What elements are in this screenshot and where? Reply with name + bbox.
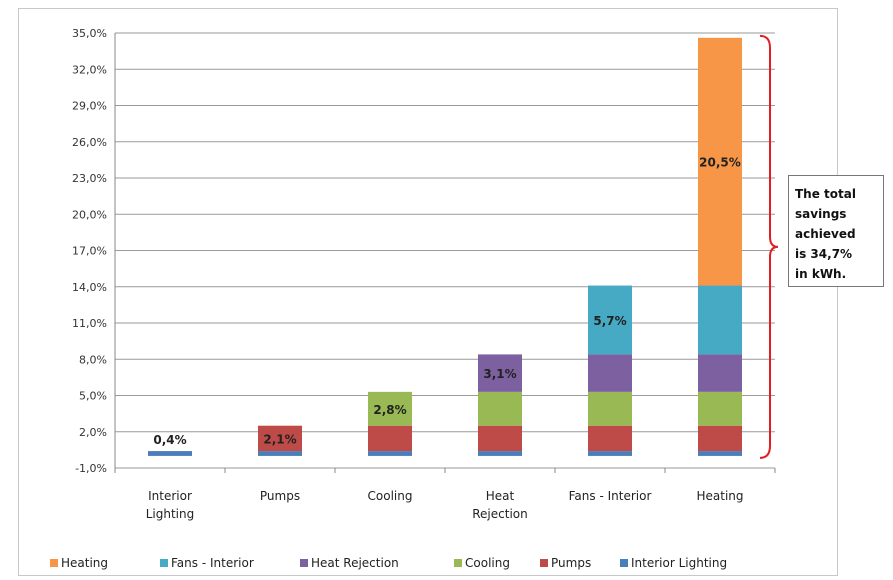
bar-segment: [588, 425, 632, 452]
bar-segment: [698, 451, 742, 456]
bar-segment: [478, 425, 522, 452]
legend-swatch: [620, 559, 628, 567]
total-bracket: [759, 34, 779, 459]
x-category-label: Rejection: [472, 507, 527, 521]
legend-label: Cooling: [465, 556, 510, 570]
x-category-label: Pumps: [260, 489, 300, 503]
data-label: 20,5%: [699, 156, 741, 170]
y-tick-label: 35,0%: [72, 27, 107, 40]
y-tick-label: 14,0%: [72, 281, 107, 294]
bar-segment: [148, 451, 192, 456]
bar-segment: [698, 391, 742, 426]
y-tick-label: 20,0%: [72, 208, 107, 221]
data-label: 0,4%: [153, 433, 186, 447]
bar-segment: [478, 451, 522, 456]
legend-swatch: [50, 559, 58, 567]
y-tick-label: 8,0%: [79, 353, 107, 366]
y-tick-label: 2,0%: [79, 426, 107, 439]
y-tick-label: -1,0%: [75, 462, 107, 475]
bar-segment: [588, 391, 632, 426]
bar-segment: [588, 285, 632, 355]
bar-segment: [258, 451, 302, 456]
y-tick-label: 5,0%: [79, 390, 107, 403]
legend-swatch: [540, 559, 548, 567]
bar-segment: [258, 425, 302, 452]
bar-segment: [478, 354, 522, 392]
x-category-label: Fans - Interior: [569, 489, 652, 503]
legend-label: Heating: [61, 556, 108, 570]
callout-line: is 34,7%: [795, 247, 853, 261]
savings-callout: The total savings achieved is 34,7% in kWh.: [788, 175, 884, 287]
data-label: 2,8%: [373, 403, 406, 417]
y-tick-label: 32,0%: [72, 63, 107, 76]
bar-segment: [588, 354, 632, 392]
legend-swatch: [300, 559, 308, 567]
y-tick-label: 23,0%: [72, 172, 107, 185]
y-tick-label: 17,0%: [72, 245, 107, 258]
bar-segment: [368, 451, 412, 456]
legend-label: Interior Lighting: [631, 556, 727, 570]
bar-segment: [698, 285, 742, 355]
legend-swatch: [454, 559, 462, 567]
callout-line: achieved: [795, 227, 856, 241]
legend-label: Fans - Interior: [171, 556, 254, 570]
bar-segment: [478, 391, 522, 426]
callout-line: savings: [795, 207, 847, 221]
legend-label: Pumps: [551, 556, 591, 570]
x-category-label: Interior: [148, 489, 192, 503]
data-label: 3,1%: [483, 367, 516, 381]
data-label: 2,1%: [263, 432, 296, 446]
bar-segment: [368, 391, 412, 426]
callout-line: The total: [795, 187, 856, 201]
y-tick-label: 29,0%: [72, 100, 107, 113]
y-tick-label: 11,0%: [72, 317, 107, 330]
legend-swatch: [160, 559, 168, 567]
x-category-label: Heat: [486, 489, 515, 503]
y-tick-label: 26,0%: [72, 136, 107, 149]
legend-label: Heat Rejection: [311, 556, 399, 570]
bar-segment: [698, 37, 742, 286]
bar-segment: [698, 354, 742, 392]
callout-line: in kWh.: [795, 267, 847, 281]
x-category-label: Lighting: [146, 507, 195, 521]
bar-segment: [588, 451, 632, 456]
bar-segment: [368, 425, 412, 452]
x-category-label: Cooling: [368, 489, 413, 503]
bar-segment: [698, 425, 742, 452]
x-category-label: Heating: [696, 489, 743, 503]
data-label: 5,7%: [593, 314, 626, 328]
